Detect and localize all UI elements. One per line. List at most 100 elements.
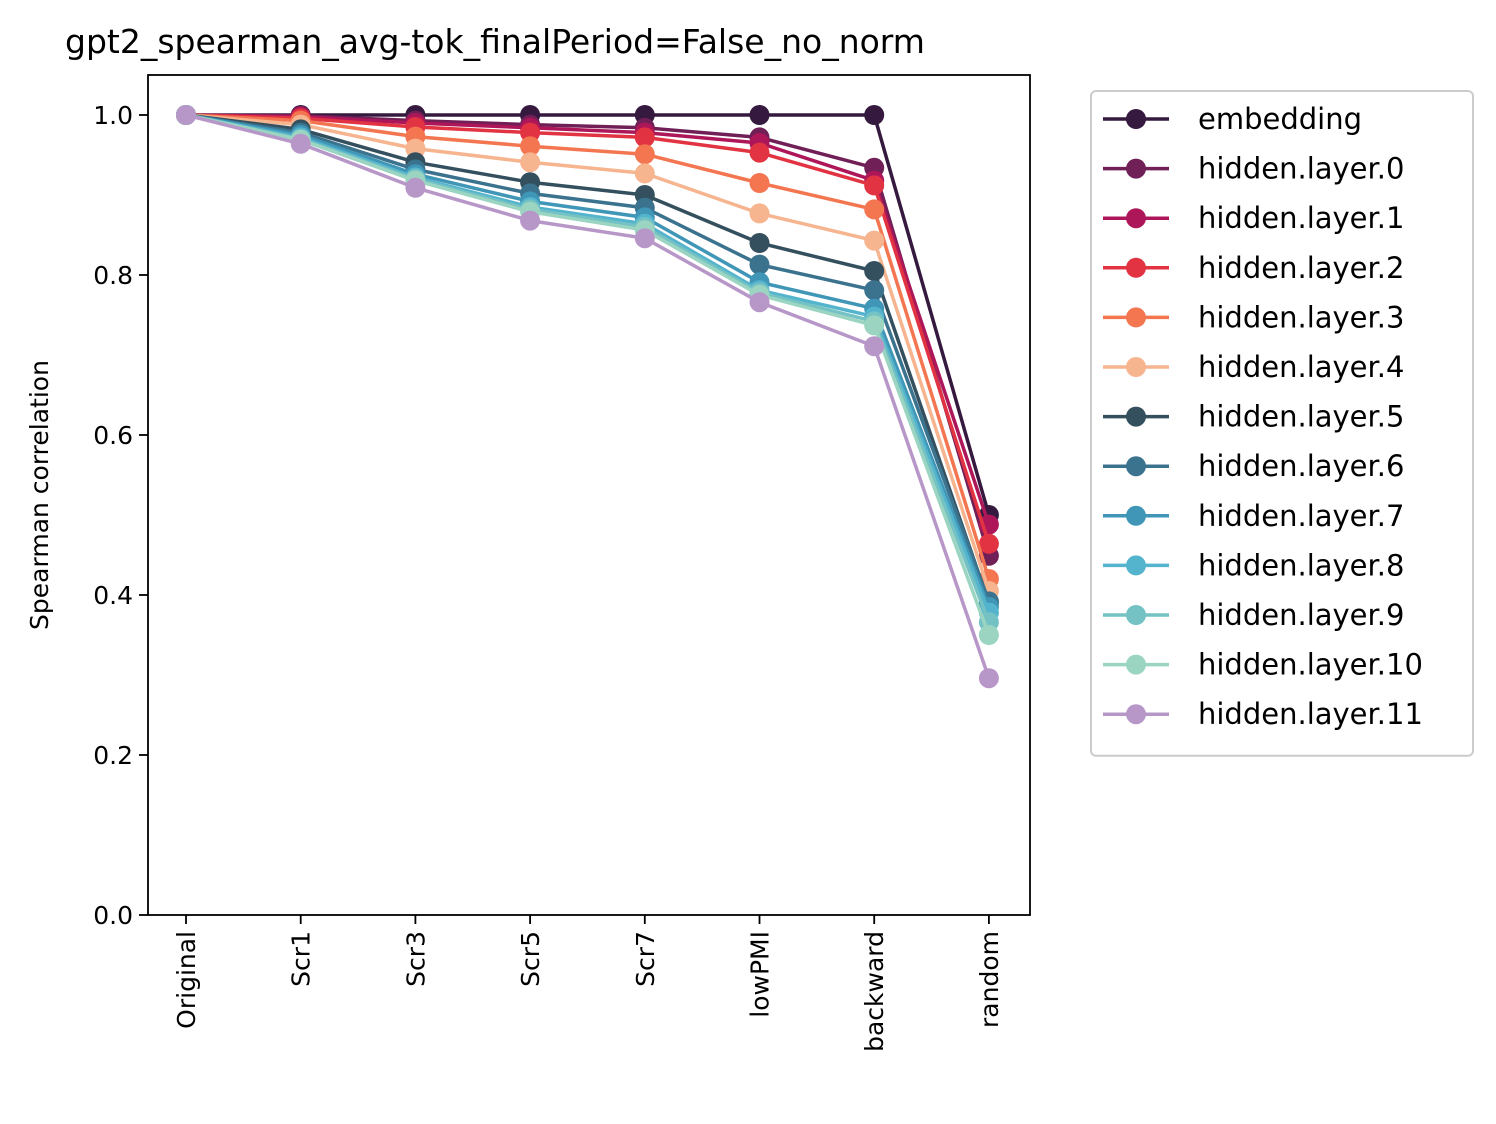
y-tick-label: 0.6 xyxy=(93,421,133,450)
series-line xyxy=(185,113,991,679)
data-point xyxy=(634,228,655,249)
legend-item: hidden.layer.9 xyxy=(1103,598,1404,632)
y-tick-label: 0.2 xyxy=(93,741,133,770)
legend-label: hidden.layer.0 xyxy=(1198,152,1404,186)
data-point xyxy=(978,668,999,689)
series-line xyxy=(185,113,991,580)
data-point xyxy=(749,142,770,163)
legend-label: hidden.layer.1 xyxy=(1198,201,1404,235)
x-axis: Original Scr1 Scr3 Scr5 Scr7 lowPMI backward ra… xyxy=(172,915,1004,1052)
series-line xyxy=(185,113,991,608)
data-point xyxy=(405,177,426,198)
series-line xyxy=(185,113,991,545)
data-point xyxy=(864,261,885,281)
legend-label: embedding xyxy=(1198,102,1362,136)
x-tick-label: Scr3 xyxy=(401,931,430,987)
legend-marker xyxy=(1126,555,1146,576)
legend-marker xyxy=(1126,257,1146,278)
data-point xyxy=(749,233,770,253)
data-point xyxy=(520,210,541,231)
legend-box xyxy=(1090,90,1474,757)
chart-title: gpt2_spearman_avg-tok_finalPeriod=False_… xyxy=(65,22,925,61)
y-tick-label: 0.8 xyxy=(93,261,133,290)
legend-label: hidden.layer.2 xyxy=(1198,251,1404,285)
y-tick-label: 1.0 xyxy=(93,101,133,130)
legend-item: hidden.layer.0 xyxy=(1103,152,1404,186)
legend-item: embedding xyxy=(1103,102,1362,136)
x-tick-label: Scr7 xyxy=(631,931,660,987)
legend-item: hidden.layer.6 xyxy=(1103,449,1404,483)
data-point xyxy=(978,533,999,554)
data-point xyxy=(520,152,541,173)
data-point xyxy=(749,105,770,125)
data-point xyxy=(864,230,885,251)
y-tick-label: 0.0 xyxy=(93,901,133,930)
series-line xyxy=(185,113,991,636)
legend-marker xyxy=(1126,505,1146,526)
data-point xyxy=(749,203,770,224)
plot-frame xyxy=(147,74,1031,916)
legend-label: hidden.layer.3 xyxy=(1198,300,1404,334)
legend-marker xyxy=(1126,307,1146,328)
x-tick-label: random xyxy=(975,931,1004,1028)
legend-label: hidden.layer.11 xyxy=(1198,697,1423,731)
y-axis: 0.0 0.2 0.4 0.6 0.8 1.0 xyxy=(93,101,148,930)
data-point xyxy=(864,105,885,125)
legend-marker xyxy=(1126,357,1146,377)
x-tick-label: backward xyxy=(860,931,889,1052)
legend-label: hidden.layer.8 xyxy=(1198,548,1404,582)
data-point xyxy=(520,136,541,157)
data-point xyxy=(176,105,196,125)
data-point xyxy=(634,163,655,184)
legend-item: hidden.layer.4 xyxy=(1103,350,1404,384)
series-hidden-layer-11 xyxy=(176,105,999,689)
legend-label: hidden.layer.9 xyxy=(1198,598,1404,632)
series-line xyxy=(185,113,991,592)
legend-label: hidden.layer.4 xyxy=(1198,350,1404,384)
data-point xyxy=(864,199,885,220)
series-line xyxy=(185,113,991,526)
data-point xyxy=(864,175,885,196)
legend-item: hidden.layer.5 xyxy=(1103,400,1404,434)
legend-item: hidden.layer.7 xyxy=(1103,499,1404,533)
legend-item: hidden.layer.10 xyxy=(1103,648,1423,682)
legend-label: hidden.layer.7 xyxy=(1198,499,1404,533)
legend-item: hidden.layer.1 xyxy=(1103,201,1404,235)
legend-marker xyxy=(1126,605,1146,625)
legend-label: hidden.layer.6 xyxy=(1198,449,1404,483)
series-line xyxy=(185,113,991,604)
legend-marker xyxy=(1126,704,1146,725)
x-tick-label: Original xyxy=(172,931,201,1029)
legend-marker xyxy=(1126,406,1146,427)
data-point xyxy=(634,144,655,165)
legend: embedding hidden.layer.0 hidden.layer.1 hid… xyxy=(1090,90,1474,757)
data-point xyxy=(290,133,311,154)
x-tick-label: Scr5 xyxy=(516,931,545,987)
data-point xyxy=(864,315,885,336)
data-point xyxy=(864,336,885,357)
legend-label: hidden.layer.10 xyxy=(1198,648,1423,682)
data-point xyxy=(749,173,770,193)
legend-marker xyxy=(1126,654,1146,675)
legend-item: hidden.layer.11 xyxy=(1103,697,1423,731)
x-tick-label: lowPMI xyxy=(746,931,775,1018)
legend-item: hidden.layer.2 xyxy=(1103,251,1404,285)
legend-item: hidden.layer.8 xyxy=(1103,548,1404,582)
legend-marker xyxy=(1126,456,1146,477)
y-axis-label: Spearman correlation xyxy=(25,360,54,630)
legend-marker xyxy=(1126,158,1146,179)
data-point xyxy=(749,254,770,275)
data-point xyxy=(634,127,655,148)
data-point xyxy=(749,292,770,313)
x-tick-label: Scr1 xyxy=(287,931,316,987)
legend-label: hidden.layer.5 xyxy=(1198,400,1404,434)
data-point xyxy=(978,625,999,645)
plot-area xyxy=(176,105,999,689)
series-line xyxy=(185,113,991,603)
legend-item: hidden.layer.3 xyxy=(1103,300,1404,334)
legend-marker xyxy=(1126,109,1146,129)
legend-marker xyxy=(1126,208,1146,229)
y-tick-label: 0.4 xyxy=(93,581,133,610)
data-point xyxy=(864,280,885,301)
